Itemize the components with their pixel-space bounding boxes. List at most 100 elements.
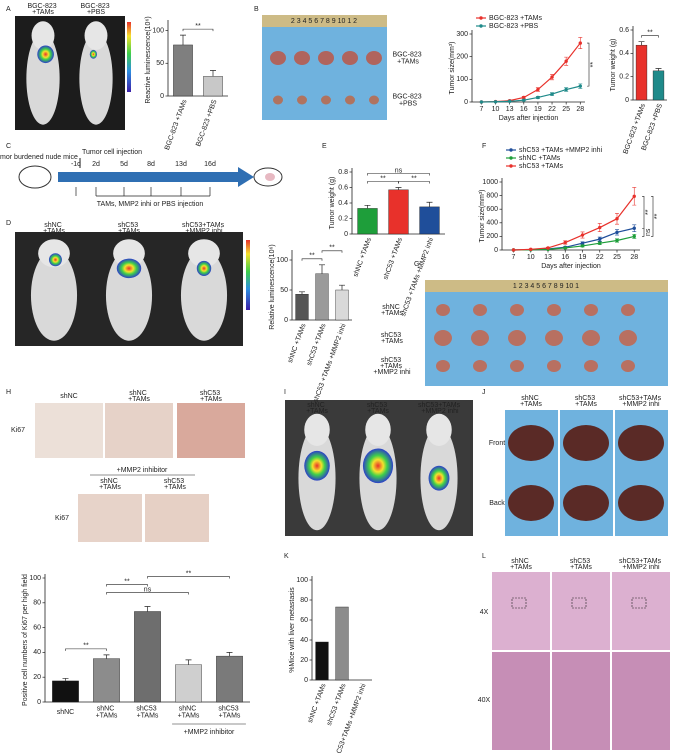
tumor xyxy=(508,330,526,346)
point xyxy=(598,241,602,245)
point xyxy=(511,248,516,252)
y-tick-label: 20 xyxy=(300,657,308,664)
x-tick-label: 22 xyxy=(596,254,604,261)
x-tick-label: 28 xyxy=(576,106,584,113)
point xyxy=(507,99,512,104)
row-label: shC53 +TAMs +MMP2 inhi xyxy=(373,357,411,376)
bar xyxy=(357,208,378,235)
tumor xyxy=(369,95,379,105)
row-label: BGC-823 +TAMs xyxy=(392,51,423,65)
he-image xyxy=(552,572,610,650)
mouse-icon xyxy=(18,165,52,189)
legend-label: BGC-823 +PBS xyxy=(489,23,539,30)
y-axis-label: Relative luminescence(10⁶) xyxy=(269,244,276,329)
x-tick-label: 7 xyxy=(479,106,483,113)
bar xyxy=(635,44,648,101)
day-label: 2d xyxy=(92,161,100,168)
series-line xyxy=(513,235,635,251)
bar xyxy=(315,273,329,321)
y-axis-label: %Mice with liver metastasis xyxy=(289,587,296,673)
ihc-image xyxy=(177,403,245,458)
bar xyxy=(388,189,409,235)
y-axis-label: Tumor weight (g) xyxy=(610,39,617,92)
legend-marker xyxy=(509,164,513,168)
bar xyxy=(419,206,440,235)
point xyxy=(598,225,602,230)
day-label: 16d xyxy=(204,161,216,168)
x-tick-label: 13 xyxy=(544,254,552,261)
ruler xyxy=(262,15,387,27)
point xyxy=(522,98,526,102)
mouse-head xyxy=(38,239,70,268)
x-tick-label: shNC +TAMs xyxy=(287,322,308,364)
y-tick-label: 0 xyxy=(160,93,164,100)
error-bar xyxy=(185,659,192,665)
legend-label: shC53 +TAMs xyxy=(519,163,564,170)
bar xyxy=(203,76,223,97)
sig-bracket xyxy=(147,576,230,579)
tumor xyxy=(342,51,358,65)
y-tick-label: 100 xyxy=(152,27,164,34)
stain-label: Ki67 xyxy=(55,515,69,522)
tumor xyxy=(273,95,283,105)
panel-letter: G xyxy=(414,261,419,268)
panel-letter: E xyxy=(322,143,327,150)
mouse-head xyxy=(188,239,220,268)
y-tick-label: 0.6 xyxy=(338,184,348,191)
column-label: shC53+TAMs +MMP2 inhi xyxy=(619,395,663,408)
tumor xyxy=(584,360,598,372)
x-tick-label: 16 xyxy=(561,254,569,261)
mouse-head xyxy=(426,413,452,446)
tumor xyxy=(582,330,600,346)
x-tick-label: shNC +TAMs xyxy=(178,705,200,719)
y-tick-label: 40 xyxy=(300,637,308,644)
image-label: shC53 +TAMs xyxy=(367,402,390,415)
ihc-image xyxy=(105,403,173,458)
sig-bracket xyxy=(642,195,645,229)
x-tick-label: shC53 +TAMs xyxy=(306,322,328,366)
error-bar xyxy=(655,68,662,71)
panel-letter: F xyxy=(482,143,486,150)
bar xyxy=(134,611,161,703)
y-tick-label: 0 xyxy=(284,317,288,324)
tumor-icon xyxy=(265,173,275,181)
tumor xyxy=(621,304,635,316)
row-label: Front xyxy=(489,440,505,447)
sig-label: ** xyxy=(329,245,335,252)
image-label: shC53+TAMs +MMP2 inhi xyxy=(182,222,226,235)
sig-label: ** xyxy=(309,253,315,260)
day-label: 8d xyxy=(147,161,155,168)
panel-letter: H xyxy=(6,389,11,396)
liver xyxy=(563,425,609,461)
color-bar xyxy=(246,240,250,310)
sig-bracket xyxy=(65,648,107,651)
legend-marker xyxy=(479,24,483,28)
x-tick-label: 7 xyxy=(512,254,516,261)
image-label: shC53 +TAMs xyxy=(200,390,223,403)
y-tick-label: 200 xyxy=(456,54,468,61)
tumor xyxy=(473,360,487,372)
x-tick-label: 10 xyxy=(527,254,535,261)
tumor xyxy=(270,51,286,65)
tumor xyxy=(294,51,310,65)
group-label: +MMP2 inhibitor xyxy=(117,467,168,474)
tumor xyxy=(434,330,452,346)
bar xyxy=(52,680,79,703)
y-tick-label: 100 xyxy=(29,575,41,582)
point xyxy=(529,247,533,252)
sig-label: ** xyxy=(411,175,417,182)
liver xyxy=(508,485,554,521)
signal xyxy=(304,450,330,481)
x-axis-label: Days after injection xyxy=(499,115,559,122)
sig-label: ** xyxy=(380,175,386,182)
panel-letter: C xyxy=(6,143,11,150)
x-tick-label: 25 xyxy=(613,254,621,261)
point xyxy=(564,59,568,63)
point xyxy=(632,226,636,230)
image-label: shNC xyxy=(60,393,78,400)
y-tick-label: 0.6 xyxy=(619,27,629,34)
y-tick-label: 80 xyxy=(300,597,308,604)
y-tick-label: 20 xyxy=(33,674,41,681)
x-tick-label: 10 xyxy=(492,106,500,113)
color-bar xyxy=(127,22,131,92)
